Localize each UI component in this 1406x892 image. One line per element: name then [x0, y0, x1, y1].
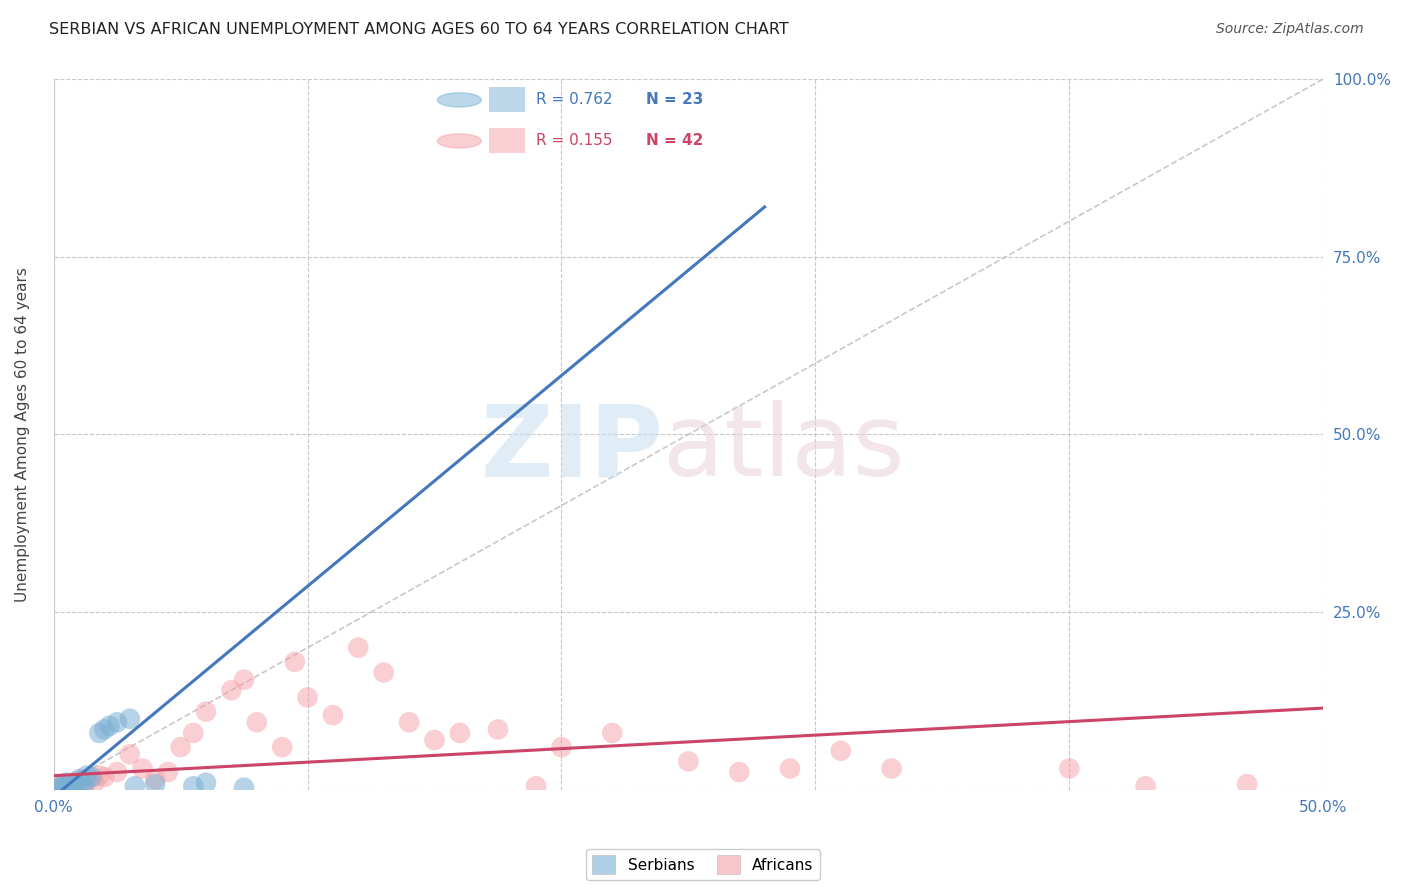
Point	[233, 673, 256, 687]
Y-axis label: Unemployment Among Ages 60 to 64 years: Unemployment Among Ages 60 to 64 years	[15, 267, 30, 602]
Point	[830, 744, 852, 758]
Point	[728, 765, 751, 780]
Point	[65, 780, 87, 795]
Point	[105, 765, 128, 780]
Point	[48, 780, 70, 794]
Point	[58, 777, 80, 791]
Point	[297, 690, 319, 705]
Point	[1236, 777, 1258, 791]
Circle shape	[437, 93, 481, 107]
Point	[181, 779, 204, 793]
Point	[93, 723, 115, 737]
Point	[1059, 762, 1081, 776]
Point	[77, 772, 100, 787]
Point	[118, 747, 141, 762]
Point	[233, 780, 256, 795]
Point	[398, 715, 420, 730]
Point	[194, 705, 217, 719]
Point	[67, 772, 90, 787]
Point	[423, 733, 446, 747]
Point	[89, 726, 111, 740]
Point	[1135, 779, 1157, 793]
Point	[373, 665, 395, 680]
Text: Source: ZipAtlas.com: Source: ZipAtlas.com	[1216, 22, 1364, 37]
Point	[51, 779, 73, 793]
Legend: Serbians, Africans: Serbians, Africans	[586, 849, 820, 880]
FancyBboxPatch shape	[489, 128, 526, 153]
Point	[678, 755, 700, 769]
Point	[221, 683, 243, 698]
Point	[60, 780, 83, 794]
FancyBboxPatch shape	[489, 87, 526, 112]
Point	[124, 779, 146, 793]
Text: N = 42: N = 42	[645, 134, 703, 148]
Point	[284, 655, 307, 669]
Point	[169, 740, 191, 755]
Text: R = 0.762: R = 0.762	[536, 93, 613, 107]
Point	[70, 774, 93, 789]
Point	[73, 777, 96, 791]
Text: SERBIAN VS AFRICAN UNEMPLOYMENT AMONG AGES 60 TO 64 YEARS CORRELATION CHART: SERBIAN VS AFRICAN UNEMPLOYMENT AMONG AG…	[49, 22, 789, 37]
Point	[118, 712, 141, 726]
Point	[194, 775, 217, 789]
Point	[63, 779, 86, 793]
Point	[486, 723, 509, 737]
Text: ZIP: ZIP	[481, 401, 664, 497]
Point	[880, 762, 903, 776]
Point	[58, 779, 80, 793]
Point	[271, 740, 294, 755]
Point	[93, 770, 115, 784]
Point	[83, 775, 105, 789]
Point	[181, 726, 204, 740]
Point	[63, 775, 86, 789]
Point	[524, 779, 547, 793]
Point	[105, 715, 128, 730]
Point	[347, 640, 370, 655]
Point	[73, 777, 96, 791]
Point	[322, 708, 344, 723]
Point	[55, 775, 77, 789]
Circle shape	[437, 134, 481, 148]
Point	[89, 769, 111, 783]
Point	[52, 780, 75, 795]
Text: atlas: atlas	[664, 401, 904, 497]
Point	[76, 769, 98, 783]
Point	[143, 772, 166, 787]
Point	[80, 770, 103, 784]
Point	[779, 762, 801, 776]
Point	[246, 715, 269, 730]
Point	[550, 740, 572, 755]
Point	[67, 774, 90, 789]
Point	[48, 781, 70, 796]
Point	[449, 726, 471, 740]
Text: R = 0.155: R = 0.155	[536, 134, 613, 148]
Point	[131, 762, 153, 776]
Text: N = 23: N = 23	[645, 93, 703, 107]
Point	[143, 777, 166, 791]
Point	[52, 777, 75, 791]
Point	[98, 719, 121, 733]
Point	[600, 726, 623, 740]
Point	[156, 765, 179, 780]
